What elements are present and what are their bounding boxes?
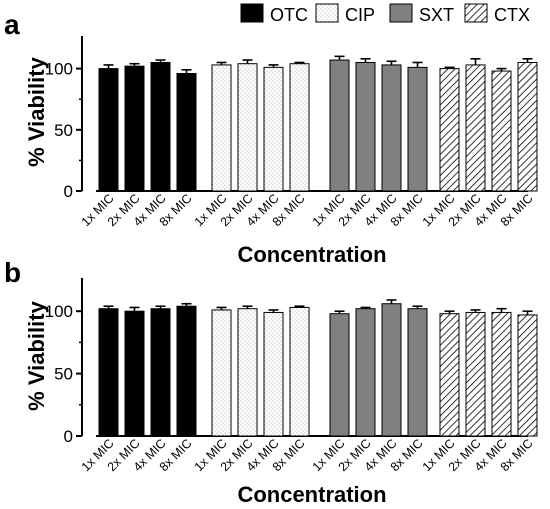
bar-sxt-1 (329, 313, 350, 437)
legend-swatch-otc (240, 3, 264, 23)
bar-cip-1 (211, 309, 232, 437)
bar-sxt-1 (329, 59, 350, 192)
bar-cip-2 (237, 63, 258, 192)
bar-ctx-1 (439, 68, 460, 192)
bar-sxt-3 (381, 64, 402, 192)
bar-cip-4 (289, 63, 310, 192)
bar-cip-3 (263, 66, 284, 192)
bar-cip-2 (237, 308, 258, 437)
bar-otc-1 (98, 68, 119, 192)
y-axis-label-b: % Viability (24, 300, 49, 410)
legend-entry-ctx: CTX (464, 3, 530, 25)
y-tick-label: 0 (64, 427, 73, 446)
bar-ctx-3 (491, 311, 512, 437)
panel-label-b: b (4, 257, 21, 288)
bar-otc-4 (176, 72, 197, 192)
y-tick-label: 100 (45, 60, 73, 79)
x-axis-label-a: Concentration (237, 242, 386, 267)
legend-label-otc: OTC (270, 5, 308, 25)
y-tick-label: 100 (45, 302, 73, 321)
bar-otc-2 (124, 65, 145, 192)
x-axis-label-b: Concentration (237, 482, 386, 507)
bar-cip-3 (263, 311, 284, 437)
bar-otc-1 (98, 308, 119, 437)
y-tick-label: 50 (54, 121, 73, 140)
legend-entry-sxt: SXT (389, 3, 454, 25)
bar-ctx-2 (465, 311, 486, 437)
legend-swatch-sxt (389, 3, 413, 23)
legend-swatch-ctx (464, 3, 488, 23)
bar-ctx-2 (465, 64, 486, 192)
bar-cip-4 (289, 306, 310, 437)
legend-label-sxt: SXT (419, 5, 454, 25)
legend: OTC CIP SXT CTX (240, 3, 530, 25)
panel-label-a: a (4, 9, 20, 40)
bar-sxt-4 (407, 308, 428, 437)
bar-sxt-3 (381, 303, 402, 437)
legend-entry-otc: OTC (240, 3, 308, 25)
bar-cip-1 (211, 64, 232, 192)
bar-otc-4 (176, 305, 197, 437)
legend-label-cip: CIP (345, 5, 375, 25)
bar-otc-3 (150, 308, 171, 437)
bar-otc-3 (150, 61, 171, 192)
bar-sxt-4 (407, 66, 428, 192)
bar-ctx-4 (517, 314, 538, 437)
y-tick-label: 50 (54, 365, 73, 384)
y-tick-label: 0 (64, 182, 73, 201)
legend-entry-cip: CIP (315, 3, 375, 25)
bar-ctx-4 (517, 61, 538, 192)
legend-label-ctx: CTX (494, 5, 530, 25)
bar-ctx-1 (439, 313, 460, 437)
y-axis-label-a: % Viability (24, 56, 49, 166)
bar-sxt-2 (355, 308, 376, 437)
bar-ctx-3 (491, 70, 512, 192)
bar-otc-2 (124, 310, 145, 437)
bar-sxt-2 (355, 61, 376, 192)
legend-swatch-cip (315, 3, 339, 23)
